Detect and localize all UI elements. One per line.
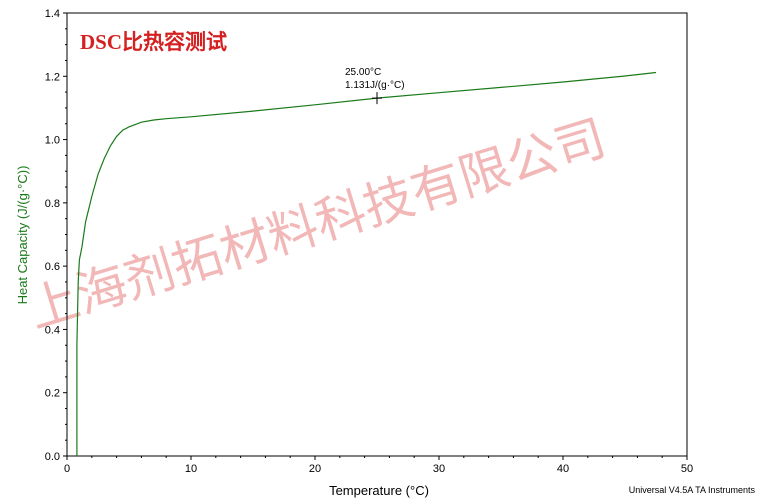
y-tick-label: 0.6 xyxy=(45,261,60,273)
y-tick-label: 1.4 xyxy=(45,8,60,20)
x-tick-label: 20 xyxy=(309,463,321,475)
y-axis-ticks: 0.0 0.2 0.4 0.6 0.8 1.0 1.2 1.4 xyxy=(45,8,67,463)
y-tick-label: 1.0 xyxy=(45,135,60,147)
y-axis-label: Heat Capacity (J/(g·°C)) xyxy=(15,166,30,305)
annotation-label-value: 1.131J/(g·°C) xyxy=(345,80,405,91)
y-tick-label: 0.0 xyxy=(45,451,60,463)
x-tick-label: 10 xyxy=(185,463,197,475)
chart-title: DSC比热容测试 xyxy=(80,30,227,54)
x-tick-label: 50 xyxy=(681,463,693,475)
annotation-label-temp: 25.00°C xyxy=(345,67,381,78)
x-tick-label: 30 xyxy=(433,463,445,475)
y-tick-label: 0.4 xyxy=(45,324,60,336)
watermark: 上海剂拓材料科技有限公司 xyxy=(22,110,612,339)
series-line xyxy=(76,71,657,456)
x-tick-label: 0 xyxy=(64,463,70,475)
y-tick-label: 0.2 xyxy=(45,388,60,400)
x-tick-label: 40 xyxy=(557,463,569,475)
software-footer: Universal V4.5A TA Instruments xyxy=(629,485,756,495)
x-axis-label: Temperature (°C) xyxy=(329,483,429,498)
y-tick-label: 1.2 xyxy=(45,71,60,83)
y-tick-label: 0.8 xyxy=(45,198,60,210)
annotation: 25.00°C 1.131J/(g·°C) xyxy=(345,67,405,105)
x-axis-ticks: 0 10 20 30 40 50 xyxy=(64,456,693,475)
